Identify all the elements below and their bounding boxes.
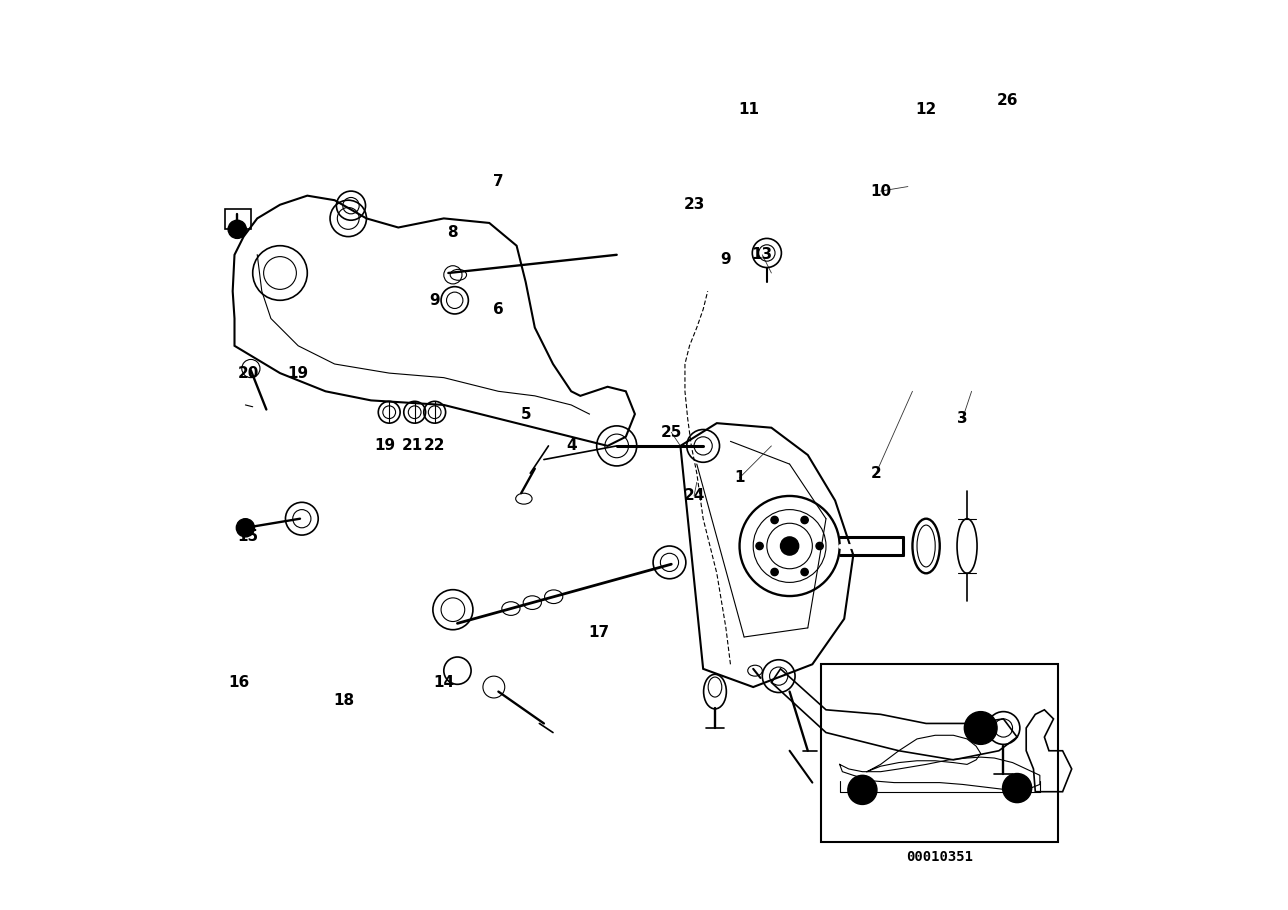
Text: 00010351: 00010351 [907, 850, 974, 864]
Circle shape [1002, 774, 1032, 803]
Bar [822, 664, 1057, 842]
Circle shape [772, 569, 778, 576]
Text: 20: 20 [237, 366, 259, 380]
Text: 3: 3 [957, 411, 967, 426]
Text: 22: 22 [424, 439, 446, 453]
Text: 19: 19 [374, 439, 395, 453]
Bar [225, 209, 251, 229]
Text: 4: 4 [565, 439, 577, 453]
Text: 9: 9 [720, 252, 732, 267]
Text: 6: 6 [493, 302, 504, 317]
Text: 17: 17 [587, 625, 609, 640]
Text: 21: 21 [402, 439, 422, 453]
Text: 16: 16 [228, 675, 250, 690]
Circle shape [772, 516, 778, 523]
Text: 7: 7 [493, 175, 504, 189]
Text: 25: 25 [661, 425, 681, 440]
Text: 1: 1 [734, 470, 744, 485]
Circle shape [228, 220, 246, 238]
Circle shape [965, 712, 997, 744]
Circle shape [817, 542, 823, 550]
Circle shape [848, 775, 877, 804]
Text: 11: 11 [738, 102, 759, 116]
Text: 14: 14 [433, 675, 455, 690]
Circle shape [756, 542, 764, 550]
Text: 19: 19 [287, 366, 309, 380]
Text: 9: 9 [429, 293, 440, 308]
Text: 18: 18 [334, 693, 354, 708]
Text: 13: 13 [752, 248, 773, 262]
Text: 10: 10 [869, 184, 891, 198]
Circle shape [801, 569, 809, 576]
Text: 12: 12 [916, 102, 936, 116]
Circle shape [801, 516, 809, 523]
Text: 8: 8 [448, 225, 459, 239]
Circle shape [781, 537, 799, 555]
Text: 2: 2 [871, 466, 881, 480]
Circle shape [236, 519, 255, 537]
Text: 5: 5 [520, 407, 531, 421]
Text: 23: 23 [684, 197, 705, 212]
Text: 15: 15 [237, 530, 259, 544]
Text: 24: 24 [684, 489, 705, 503]
Text: 26: 26 [997, 93, 1019, 107]
